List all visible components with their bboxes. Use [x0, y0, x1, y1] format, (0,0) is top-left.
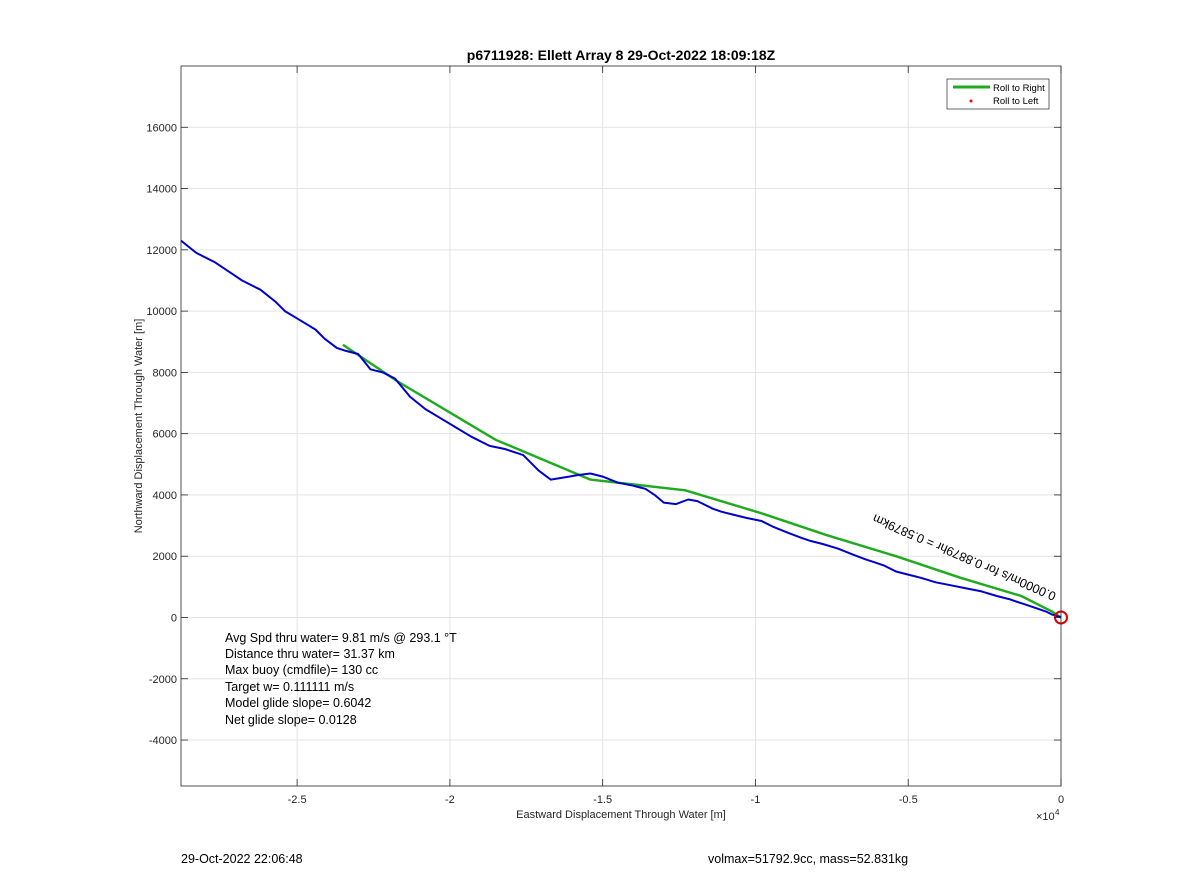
y-tick-label: 2000	[153, 551, 177, 563]
stat-max-buoy: Max buoy (cmdfile)= 130 cc	[225, 663, 378, 677]
x-tick-label: 0	[1058, 794, 1064, 806]
chart-title: p6711928: Ellett Array 8 29-Oct-2022 18:…	[467, 47, 776, 63]
axes-box	[180, 65, 1062, 787]
stat-avg-speed: Avg Spd thru water= 9.81 m/s @ 293.1 °T	[225, 631, 457, 645]
series-track-line	[180, 239, 1062, 619]
stat-net-glide: Net glide slope= 0.0128	[225, 713, 357, 727]
y-tick-label: 16000	[146, 122, 177, 134]
x-tick-label: -1.5	[593, 794, 612, 806]
y-tick-label: 10000	[146, 306, 177, 318]
y-axis-label: Northward Displacement Through Water [m]	[133, 319, 145, 534]
y-tick-label: 6000	[153, 429, 177, 441]
stat-distance: Distance thru water= 31.37 km	[225, 647, 395, 661]
footer-timestamp: 29-Oct-2022 22:06:48	[181, 852, 303, 866]
x-tick-label: -2.5	[288, 794, 307, 806]
x-tick-label: -2	[445, 794, 455, 806]
stats-block: Avg Spd thru water= 9.81 m/s @ 293.1 °T …	[225, 631, 457, 727]
y-tick-label: -2000	[149, 674, 177, 686]
x-exponent-power: 4	[1055, 808, 1060, 817]
stat-target-w: Target w= 0.111111 m/s	[225, 680, 354, 694]
y-tick-label: 12000	[146, 245, 177, 257]
y-tick-label: 0	[171, 612, 177, 624]
plot-area	[181, 66, 1061, 786]
x-axis-label: Eastward Displacement Through Water [m]	[516, 809, 726, 821]
stat-model-glide: Model glide slope= 0.6042	[225, 696, 371, 710]
axis-ticks: -2.5 -2 -1.5 -1 -0.5 0 -4000 -2000 0 2000 4000 6000…	[146, 66, 1064, 806]
y-tick-label: -4000	[149, 735, 177, 747]
legend-label-left: Roll to Left	[993, 96, 1039, 107]
legend: Roll to Right Roll to Left	[946, 78, 1050, 110]
footer-vol-mass: volmax=51792.9cc, mass=52.831kg	[708, 852, 909, 866]
legend-box	[946, 78, 1050, 110]
y-tick-label: 14000	[146, 184, 177, 196]
legend-label-right: Roll to Right	[993, 83, 1045, 94]
x-tick-label: -0.5	[899, 794, 918, 806]
y-tick-label: 8000	[153, 367, 177, 379]
y-tick-label: 4000	[153, 490, 177, 502]
x-exponent-base: ×10	[1036, 811, 1055, 823]
series-roll-right-line	[342, 343, 1062, 619]
legend-swatch-left	[969, 99, 973, 103]
x-tick-label: -1	[751, 794, 761, 806]
